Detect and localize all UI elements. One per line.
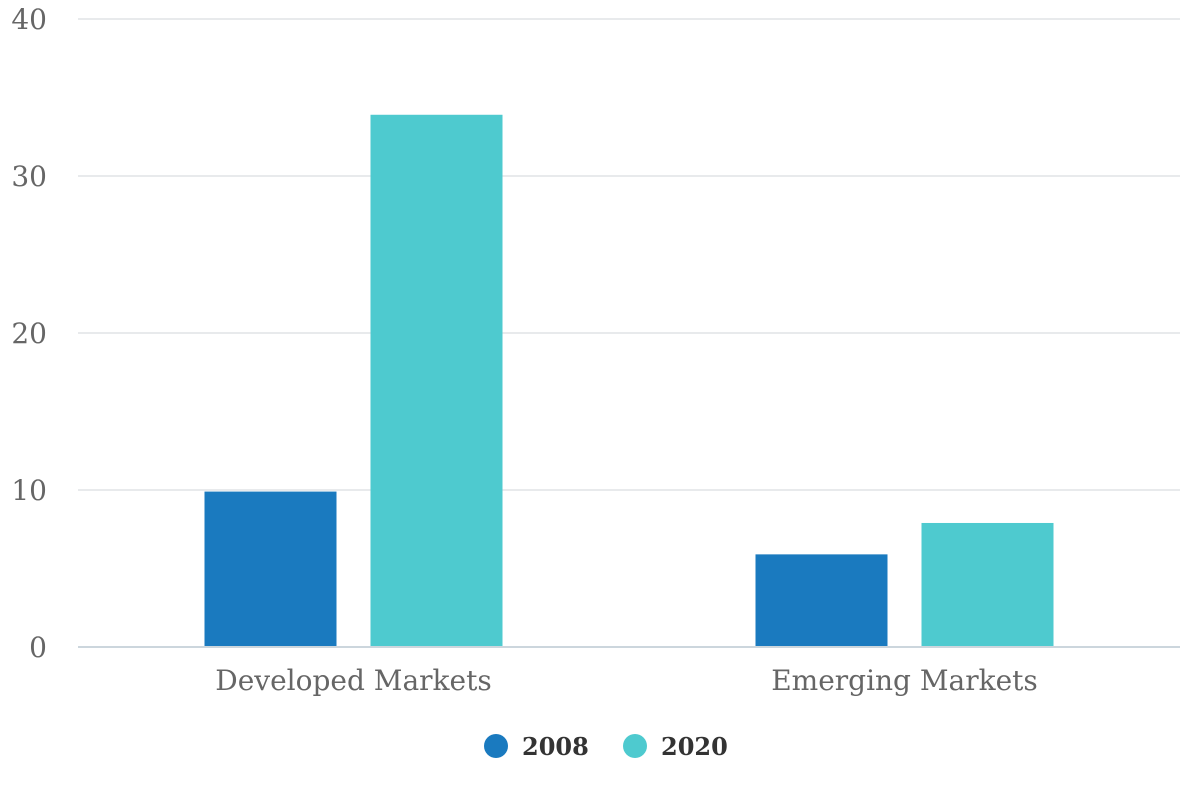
y-axis-ticks: 0 10 20 30 40 [11,3,47,664]
bar-2008-emerging-markets[interactable] [755,554,888,647]
legend-marker-2008[interactable] [484,734,508,758]
y-tick-label: 20 [11,317,47,350]
y-tick-label: 40 [11,3,47,36]
y-tick-label: 0 [29,631,47,664]
legend[interactable]: 2008 2020 [484,732,728,761]
bars [204,114,1054,647]
bar-2020-developed-markets[interactable] [370,114,503,647]
legend-marker-2020[interactable] [623,734,647,758]
gridlines [78,18,1180,491]
y-tick-label: 10 [11,474,47,507]
x-category-label: Emerging Markets [771,664,1038,697]
bar-2008-developed-markets[interactable] [204,491,337,647]
y-tick-label: 30 [11,160,47,193]
x-axis-categories: Developed Markets Emerging Markets [215,664,1038,697]
bar-2020-emerging-markets[interactable] [921,522,1054,647]
legend-label-2008[interactable]: 2008 [522,732,589,761]
legend-label-2020[interactable]: 2020 [661,732,728,761]
x-category-label: Developed Markets [215,664,491,697]
